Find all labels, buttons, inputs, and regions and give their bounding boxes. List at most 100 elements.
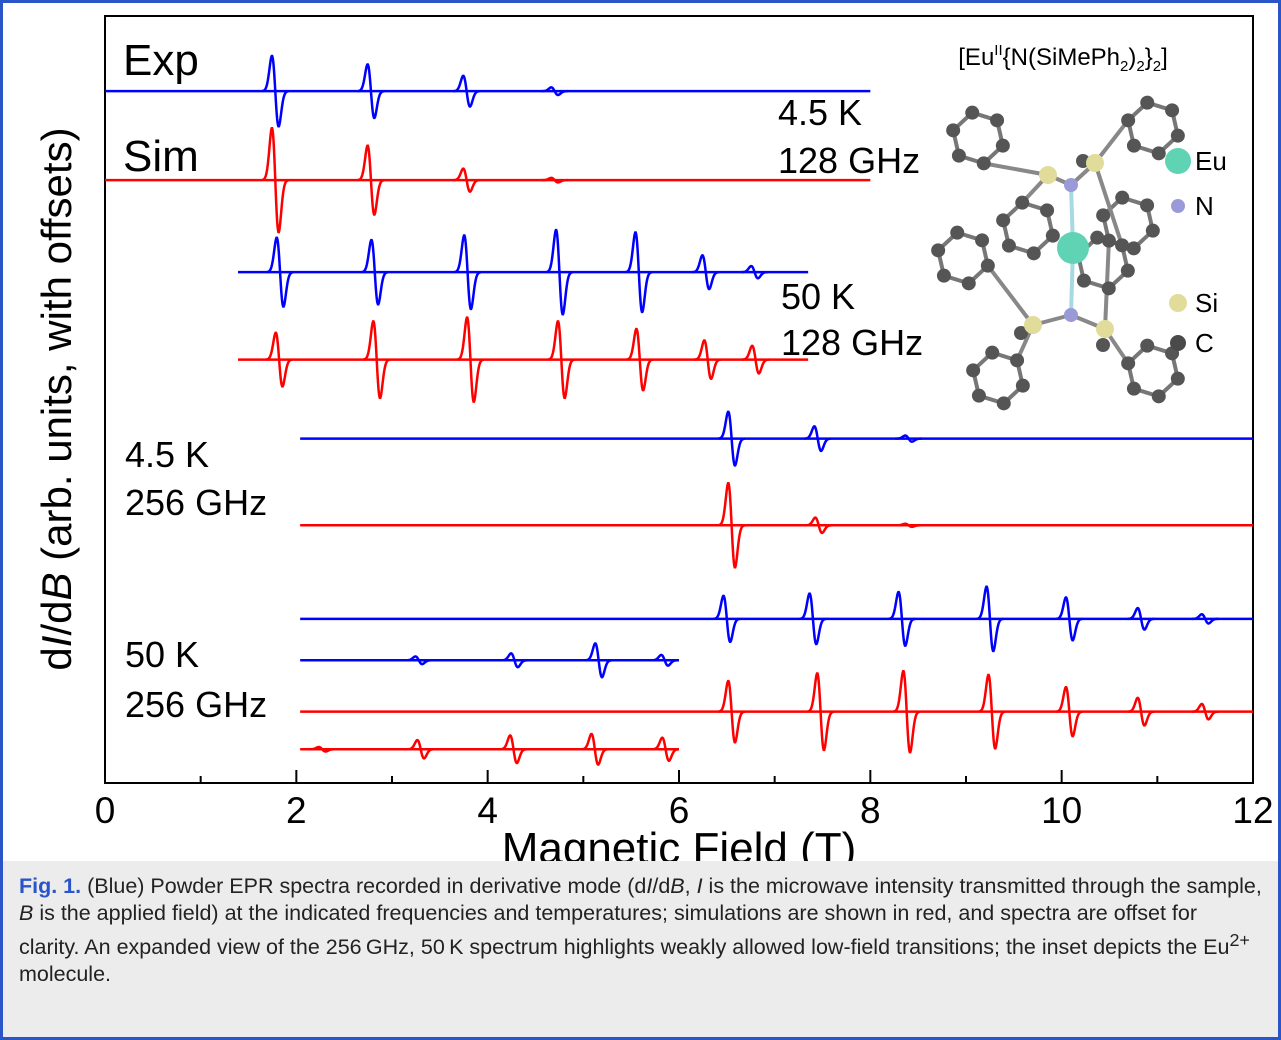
silicon-atom bbox=[1024, 316, 1042, 334]
caption-text: (Blue) Powder EPR spectra recorded in de… bbox=[81, 874, 646, 898]
annotation: 50 K bbox=[125, 634, 199, 675]
carbon-atom bbox=[1102, 281, 1116, 295]
y-label-part: (arb. units, with offsets) bbox=[33, 127, 80, 572]
y-label-part: I bbox=[33, 635, 80, 647]
carbon-atom bbox=[950, 226, 964, 240]
inset-title-part: } bbox=[1145, 44, 1153, 71]
carbon-atom bbox=[1127, 241, 1141, 255]
spectrum-peak bbox=[692, 255, 719, 289]
nitrogen-atom bbox=[1064, 178, 1078, 192]
spectrum-peak bbox=[1128, 608, 1155, 629]
spectrum-peak bbox=[804, 426, 831, 450]
carbon-atom bbox=[990, 113, 1004, 127]
inset-title-part: 2 bbox=[1120, 58, 1128, 75]
caption-label: Fig. 1. bbox=[19, 874, 81, 898]
caption-text: 2+ bbox=[1229, 930, 1249, 950]
nitrogen-atom bbox=[1064, 308, 1078, 322]
x-tick-label: 4 bbox=[477, 790, 498, 831]
spectrum-peak bbox=[500, 736, 527, 763]
inset-title-part: ) bbox=[1128, 44, 1136, 71]
annotation: 256 GHz bbox=[125, 482, 267, 523]
legend-label: C bbox=[1195, 328, 1214, 358]
carbon-atom bbox=[952, 149, 966, 163]
spectrum-peak bbox=[405, 656, 432, 664]
carbon-atom bbox=[1015, 196, 1029, 210]
carbon-atom bbox=[996, 139, 1010, 153]
carbon-atom bbox=[985, 346, 999, 360]
caption-text: , bbox=[685, 874, 697, 898]
spectrum-peak bbox=[581, 734, 608, 765]
carbon-atom bbox=[1140, 198, 1154, 212]
annotation: 4.5 K bbox=[778, 92, 862, 133]
bond bbox=[984, 163, 1048, 175]
inset-title-part: II bbox=[994, 42, 1002, 59]
europium-atom bbox=[1057, 232, 1089, 264]
carbon-atom bbox=[1090, 231, 1104, 245]
x-tick-label: 6 bbox=[669, 790, 690, 831]
spectrum-peak bbox=[407, 740, 434, 758]
spectrum-peak bbox=[652, 738, 679, 761]
carbon-atom bbox=[977, 156, 991, 170]
carbon-atom bbox=[1002, 239, 1016, 253]
y-axis-label: dI/dB (arb. units, with offsets) bbox=[33, 127, 80, 670]
annotation: Sim bbox=[123, 132, 199, 181]
page: Magnetic Field (T) dI/dB (arb. units, wi… bbox=[0, 0, 1281, 1040]
carbon-atom bbox=[1077, 274, 1091, 288]
spectrum-peak bbox=[453, 169, 480, 192]
carbon-atom bbox=[931, 243, 945, 257]
spectrum-peak bbox=[805, 518, 832, 533]
carbon-atom bbox=[1027, 246, 1041, 260]
silicon-atom bbox=[1096, 320, 1114, 338]
carbon-atom bbox=[1127, 382, 1141, 396]
carbon-atom bbox=[1040, 203, 1054, 217]
x-tick-label: 2 bbox=[286, 790, 307, 831]
spectrum-peak bbox=[501, 653, 528, 667]
plot-frame bbox=[105, 16, 1253, 783]
spectrum-peak bbox=[742, 346, 769, 373]
spectrum-peak bbox=[651, 655, 678, 666]
y-label-part: d bbox=[33, 647, 80, 670]
annotation: 4.5 K bbox=[125, 434, 209, 475]
figure-caption: Fig. 1. (Blue) Powder EPR spectra record… bbox=[3, 861, 1278, 1037]
inset-title-part: {N(SiMePh bbox=[1003, 44, 1120, 71]
spectrum-peak bbox=[453, 76, 480, 107]
annotation: Exp bbox=[123, 36, 199, 85]
annotation: 128 GHz bbox=[781, 322, 923, 363]
spectrum-peak bbox=[541, 178, 568, 183]
spectrum-peak bbox=[1192, 704, 1219, 719]
caption-text: is the applied field) at the indicated f… bbox=[19, 901, 1229, 959]
spectrum-peak bbox=[585, 643, 612, 677]
caption-text: is the microwave intensity transmitted t… bbox=[703, 874, 1262, 898]
caption-text: molecule. bbox=[19, 962, 111, 986]
carbon-atom bbox=[1140, 339, 1154, 353]
annotation: 256 GHz bbox=[125, 684, 267, 725]
carbon-atom bbox=[1102, 234, 1116, 248]
carbon-atom bbox=[1096, 208, 1110, 222]
carbon-atom bbox=[1016, 379, 1030, 393]
x-tick-label: 8 bbox=[860, 790, 881, 831]
carbon-atom bbox=[1115, 238, 1129, 252]
carbon-atom bbox=[962, 276, 976, 290]
carbon-atom bbox=[1046, 229, 1060, 243]
inset-title-part: 2 bbox=[1136, 58, 1144, 75]
carbon-atom bbox=[1115, 191, 1129, 205]
carbon-atom bbox=[1152, 389, 1166, 403]
legend-marker bbox=[1170, 335, 1186, 351]
spectrum-peak bbox=[1192, 614, 1219, 623]
silicon-atom bbox=[1086, 154, 1104, 172]
legend-label: Eu bbox=[1195, 146, 1227, 176]
bond bbox=[988, 266, 1033, 325]
carbon-atom bbox=[997, 396, 1011, 410]
caption-text: B bbox=[670, 874, 684, 898]
carbon-atom bbox=[1121, 356, 1135, 370]
x-tick-label: 10 bbox=[1041, 790, 1082, 831]
carbon-atom bbox=[1096, 338, 1110, 352]
carbon-atom bbox=[1127, 139, 1141, 153]
spectrum-peak bbox=[895, 436, 922, 442]
inset-title: [EuII{N(SiMePh2)2}2] bbox=[958, 42, 1167, 75]
carbon-atom bbox=[1152, 146, 1166, 160]
spectrum-peak bbox=[895, 524, 922, 527]
carbon-atom bbox=[1146, 224, 1160, 238]
molecule-inset bbox=[931, 96, 1185, 411]
spectrum-peak bbox=[1128, 698, 1155, 726]
